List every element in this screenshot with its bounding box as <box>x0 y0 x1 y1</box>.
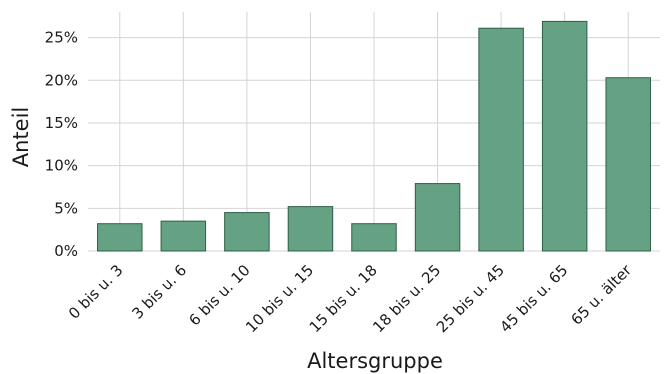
bar <box>351 223 397 252</box>
x-tick-label: 45 bis u. 65 <box>496 261 571 336</box>
bar <box>224 212 270 252</box>
y-tick-label: 0% <box>54 242 78 260</box>
bar <box>97 223 143 252</box>
y-axis-ticks: 0% 5% 10% 15% 20% 25% <box>45 29 78 260</box>
bar <box>478 27 524 252</box>
bar <box>414 183 461 252</box>
y-tick-label: 15% <box>45 114 78 132</box>
x-tick-label: 65 u. älter <box>567 261 635 329</box>
x-tick-label: 6 bis u. 10 <box>185 261 253 329</box>
y-axis-title: Anteil <box>9 107 33 168</box>
bars <box>97 20 651 252</box>
bar <box>541 20 588 252</box>
x-tick-label: 3 bis u. 6 <box>129 261 191 323</box>
bar <box>605 77 651 252</box>
y-tick-label: 20% <box>45 71 78 89</box>
bar <box>160 220 207 252</box>
y-tick-label: 25% <box>45 29 78 47</box>
y-tick-label: 5% <box>54 199 78 217</box>
x-axis-title: Altersgruppe <box>307 349 443 373</box>
y-tick-label: 10% <box>45 157 78 175</box>
bar <box>287 206 334 252</box>
x-tick-label: 0 bis u. 3 <box>65 261 127 323</box>
